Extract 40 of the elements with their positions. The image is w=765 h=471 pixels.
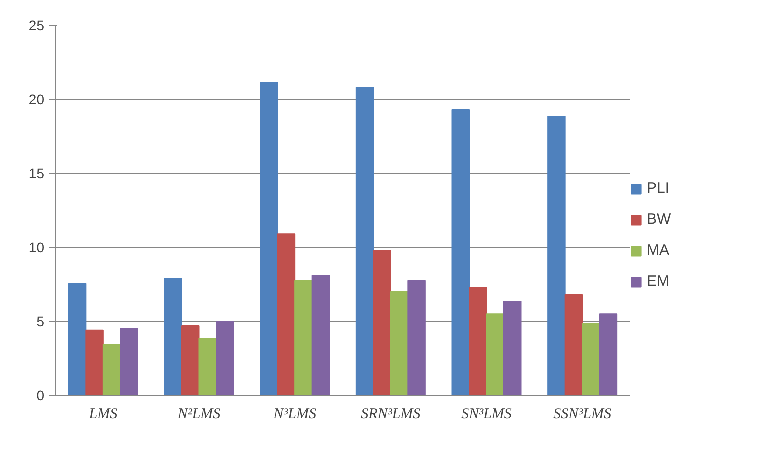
bar (390, 291, 409, 396)
bar (582, 323, 600, 396)
y-tick-label: 20 (28, 92, 45, 108)
bar (164, 278, 182, 396)
legend-label: PLI (647, 180, 670, 197)
bar (548, 116, 566, 396)
y-tick-label: 25 (28, 18, 45, 34)
bar (486, 314, 504, 396)
x-tick-label: SN³LMS (462, 406, 512, 422)
bar (408, 280, 426, 396)
x-tick-label: N²LMS (176, 406, 222, 422)
y-tick-label: 15 (28, 166, 45, 182)
legend-label: MA (647, 242, 670, 259)
bar (356, 87, 374, 396)
bar (294, 280, 313, 396)
x-tick-label: N³LMS (272, 406, 318, 422)
bar (504, 301, 522, 396)
bar (373, 250, 392, 396)
y-tick-label: 5 (36, 314, 45, 330)
bar (452, 109, 470, 396)
x-tick-label: LMS (88, 406, 118, 422)
bar (102, 344, 122, 396)
bar (68, 283, 87, 396)
bar (312, 275, 330, 396)
bar (599, 314, 618, 396)
y-tick-label: 10 (28, 240, 45, 256)
bar (86, 330, 104, 396)
bar (277, 234, 296, 396)
bar (469, 286, 488, 396)
bar (564, 294, 584, 396)
legend-label: EM (647, 273, 670, 290)
bar (198, 338, 217, 396)
bar (216, 321, 234, 396)
y-tick-label: 0 (36, 388, 45, 404)
x-tick-label: SRN³LMS (361, 406, 422, 422)
legend-label: BW (647, 211, 672, 228)
x-tick-label: SSN³LMS (554, 406, 612, 422)
bar (182, 325, 200, 396)
bar (260, 82, 278, 396)
bar (120, 328, 138, 396)
